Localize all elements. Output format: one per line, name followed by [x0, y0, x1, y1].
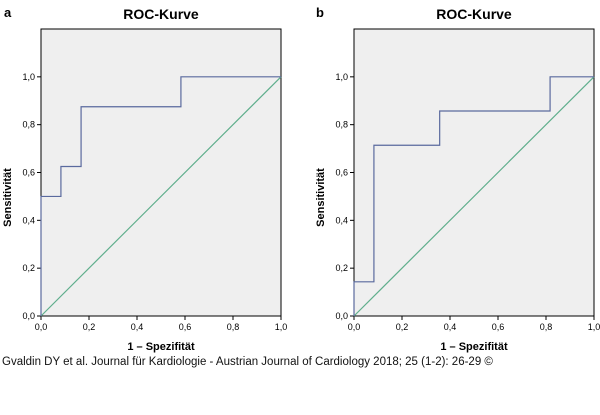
panel-b-ytick-label: 0,4	[335, 215, 348, 225]
panel-a-xtick-label: 0,6	[179, 322, 192, 332]
panel-a-xtick-label: 0,0	[35, 322, 48, 332]
panel-a-ytick-label: 0,6	[22, 168, 35, 178]
panel-a-ytick-label: 0,2	[22, 263, 35, 273]
panel-a-ytick-label: 1,0	[22, 72, 35, 82]
panel-b-roc-curve	[353, 76, 594, 316]
panel-b-reference-line	[353, 76, 595, 317]
panel-a-plot-area	[40, 28, 282, 317]
panel-b-plot-area	[353, 28, 595, 317]
panel-b-xtick-label: 0,2	[396, 322, 409, 332]
panel-a-xtick-label: 0,2	[83, 322, 96, 332]
panel-a-xtick-label: 1,0	[275, 322, 288, 332]
figure-caption: Gvaldin DY et al. Journal für Kardiologi…	[2, 356, 493, 368]
panel-b-ytick-label: 0,2	[335, 263, 348, 273]
panel-a-xtick-label: 0,8	[227, 322, 240, 332]
panel-a-ytick-label: 0,8	[22, 120, 35, 130]
panel-b-xtick-label: 0,8	[540, 322, 553, 332]
panel-a-x-axis-label: 1 – Spezifität	[127, 341, 195, 353]
panel-b-ytick-label: 0,0	[335, 311, 348, 321]
panel-a-y-axis-label: Sensitivität	[2, 168, 14, 227]
panel-b-xtick-label: 0,6	[492, 322, 505, 332]
panel-a-ytick-label: 0,4	[22, 215, 35, 225]
panel-b-ytick-label: 0,8	[335, 120, 348, 130]
panel-b-y-axis-label: Sensitivität	[315, 168, 327, 227]
panel-b-xtick-label: 1,0	[588, 322, 600, 332]
panel-b-ytick-label: 1,0	[335, 72, 348, 82]
panel-b-x-axis-label: 1 – Spezifität	[440, 341, 508, 353]
panel-b-title: ROC-Kurve	[436, 6, 512, 22]
panel-b-ytick-label: 0,6	[335, 168, 348, 178]
panel-a-reference-line	[40, 76, 282, 317]
panel-b-letter: b	[316, 5, 324, 20]
panel-a-xtick-label: 0,4	[131, 322, 144, 332]
panel-a-title: ROC-Kurve	[123, 6, 199, 22]
panel-a-roc-curve	[40, 76, 281, 316]
panel-a-ytick-label: 0,0	[22, 311, 35, 321]
panel-a-letter: a	[4, 5, 12, 20]
panel-b-xtick-label: 0,4	[444, 322, 457, 332]
panel-b-xtick-label: 0,0	[348, 322, 361, 332]
